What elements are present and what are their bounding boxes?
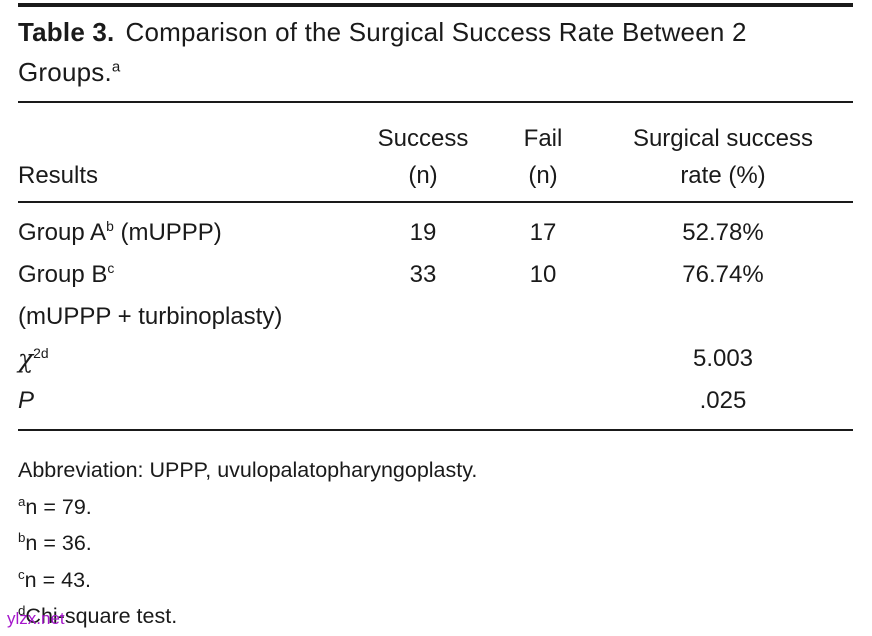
- table-body: Group Ab (mUPPP) 19 17 52.78% Group Bc 3…: [18, 212, 853, 422]
- title-footnote-marker: a: [111, 58, 121, 76]
- row-group-a-rate: 52.78%: [682, 219, 764, 246]
- table-bottom-rule: [18, 429, 853, 431]
- column-header-success: Success (n): [353, 106, 493, 201]
- group-a-name: Group A: [18, 219, 107, 246]
- cell-empty: [493, 296, 593, 338]
- row-group-a-success: 19: [409, 219, 437, 246]
- footnote-b-marker: b: [18, 529, 26, 545]
- footnote-b-text: n = 36.: [25, 531, 92, 555]
- footnote-a-text: n = 79.: [25, 494, 92, 519]
- table-number: Table 3.: [18, 17, 115, 47]
- column-header-fail: Fail (n): [493, 106, 593, 201]
- column-header-fail-line1: Fail: [523, 125, 563, 152]
- row-group-a-fail: 17: [529, 219, 557, 246]
- footnote-abbreviation: Abbreviation: UPPP, uvulopalatopharyngop…: [18, 458, 478, 482]
- footnote-c: cn = 43.: [18, 562, 853, 599]
- header-bottom-rule: [18, 201, 853, 203]
- column-header-results-label: Results: [18, 162, 99, 189]
- row-group-b-success: 33: [409, 261, 437, 288]
- column-header-rate-line1: Surgical success: [632, 125, 814, 152]
- footnote-b: bn = 36.: [18, 525, 853, 562]
- group-a-footnote-marker: b: [106, 218, 114, 234]
- row-chi-label: χ2d: [18, 338, 353, 380]
- table-top-rule: [18, 3, 853, 7]
- row-p-value: .025: [699, 387, 747, 414]
- table-title: Table 3. Comparison of the Surgical Succe…: [18, 12, 853, 92]
- group-b-name: Group B: [18, 261, 108, 288]
- cell-empty: [353, 380, 493, 422]
- row-p-label: P: [18, 387, 35, 414]
- watermark-link[interactable]: ylzx.net: [7, 609, 65, 628]
- footnote-d-text: Chi-square test.: [25, 604, 178, 628]
- column-header-rate-line2: rate (%): [680, 162, 766, 189]
- cell-empty: [353, 338, 493, 380]
- chi-superscript: 2d: [33, 345, 49, 361]
- footnote-c-marker: c: [18, 566, 25, 582]
- column-header-success-line2: (n): [408, 162, 438, 189]
- row-group-b-label: Group Bc: [18, 254, 353, 296]
- table-title-line2: Groups.: [18, 57, 112, 87]
- column-header-results: Results: [18, 106, 353, 201]
- group-b-footnote-marker: c: [107, 260, 115, 276]
- cell-empty: [593, 296, 853, 338]
- footnote-a-marker: a: [18, 493, 26, 509]
- cell-empty: [493, 380, 593, 422]
- footnote-d-marker: d: [18, 602, 26, 618]
- table-header-row: Results Success (n) Fail (n) Surgical su…: [18, 106, 853, 201]
- footnote-a: an = 79.: [18, 489, 853, 526]
- header-top-rule: [18, 101, 853, 103]
- row-group-b-continuation: (mUPPP + turbinoplasty): [18, 303, 283, 330]
- column-header-fail-line2: (n): [528, 162, 558, 189]
- group-a-procedure: (mUPPP): [113, 219, 222, 246]
- row-chi-value: 5.003: [692, 345, 754, 372]
- table-title-line1: Comparison of the Surgical Success Rate …: [125, 17, 747, 47]
- cell-empty: [493, 338, 593, 380]
- row-group-b-fail: 10: [529, 261, 557, 288]
- cell-empty: [353, 296, 493, 338]
- column-header-success-line1: Success: [377, 125, 469, 152]
- table-footnotes: Abbreviation: UPPP, uvulopalatopharyngop…: [18, 452, 853, 635]
- footnote-d: dChi-square test.: [18, 598, 853, 635]
- column-header-rate: Surgical success rate (%): [593, 106, 853, 201]
- footnote-c-text: n = 43.: [24, 567, 92, 592]
- chi-symbol: χ: [18, 344, 34, 373]
- row-group-a-label: Group Ab (mUPPP): [18, 212, 353, 254]
- row-group-b-rate: 76.74%: [682, 261, 764, 288]
